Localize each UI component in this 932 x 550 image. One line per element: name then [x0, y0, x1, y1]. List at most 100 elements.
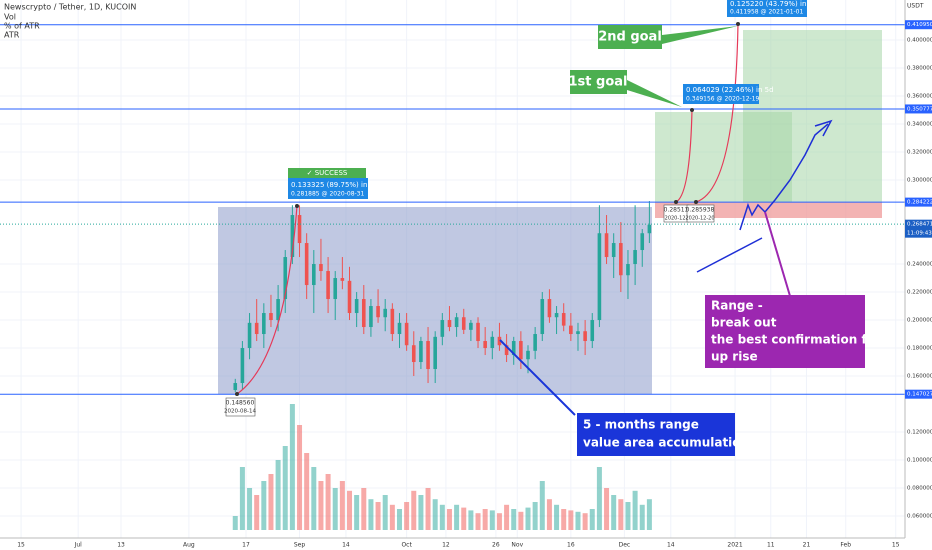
- volume-bar: [568, 510, 574, 530]
- candle-body: [347, 280, 352, 314]
- volume-bar: [618, 499, 624, 530]
- candle-body: [619, 243, 623, 276]
- candle-body: [319, 264, 323, 272]
- volume-bar: [646, 499, 652, 530]
- trend-line: [696, 237, 763, 273]
- volume-bar: [482, 509, 488, 530]
- y-tick-label: 0.200000: [907, 318, 932, 324]
- volume-bar: [289, 404, 295, 530]
- candle-body: [411, 345, 416, 363]
- volume-bar: [525, 507, 531, 530]
- volume-bar: [389, 504, 395, 530]
- candle-body: [597, 233, 602, 321]
- candle-body: [561, 313, 566, 326]
- candle-body: [369, 306, 373, 328]
- candle-body: [640, 233, 645, 251]
- x-tick-label: 15: [892, 542, 900, 549]
- y-tick-label: 0.220000: [907, 290, 932, 296]
- callout-text: up rise: [711, 350, 758, 364]
- candle-body: [440, 320, 445, 337]
- volume-bar: [611, 495, 617, 530]
- volume-bar: [546, 499, 552, 530]
- level-label: 0.147027: [907, 392, 932, 398]
- volume-bar: [439, 504, 445, 530]
- candle-body: [533, 334, 537, 351]
- candle-body: [447, 320, 452, 328]
- x-tick-label: 14: [342, 542, 350, 549]
- volume-bar: [639, 504, 645, 530]
- volume-bar: [604, 488, 610, 530]
- indicator: Vol: [4, 13, 16, 22]
- volume-bar: [425, 488, 431, 530]
- label: 0.148560: [226, 400, 255, 407]
- y-tick-label: 0.240000: [907, 262, 932, 268]
- volume-bar: [354, 495, 360, 530]
- candle-body: [419, 341, 423, 363]
- callout: [705, 295, 865, 368]
- label: 0.281885 @ 2020-08-31: [291, 191, 364, 198]
- y-tick-label: 0.180000: [907, 346, 932, 352]
- candle-body: [262, 313, 266, 335]
- label: ✓ SUCCESS: [307, 169, 348, 177]
- label: 0.411958 @ 2021-01-01: [730, 9, 803, 16]
- candle-body: [376, 306, 380, 318]
- candle-body: [290, 215, 295, 258]
- level-label: 0.410950: [907, 22, 932, 28]
- candle-body: [504, 345, 509, 356]
- candle-body: [633, 250, 637, 265]
- callout: [570, 70, 627, 94]
- candle-body: [397, 322, 402, 335]
- volume-bar: [511, 509, 517, 530]
- level-label: 0.350777: [907, 106, 932, 112]
- volume-bar: [332, 488, 338, 530]
- candle-body: [519, 341, 523, 360]
- candle-body: [497, 336, 502, 346]
- callout-text: 5 - months range: [583, 418, 699, 432]
- volume-bar: [239, 467, 245, 530]
- x-tick-label: 21: [803, 542, 811, 549]
- candle-body: [283, 257, 288, 300]
- candle-body: [240, 348, 245, 384]
- label-box: [288, 168, 366, 178]
- volume-bar: [475, 513, 481, 530]
- pointer: [764, 211, 791, 297]
- volume-bar: [454, 504, 460, 530]
- pointer: [662, 26, 738, 44]
- point: [235, 392, 239, 396]
- candle-body: [461, 317, 466, 330]
- volume-bar: [396, 509, 402, 530]
- candle-body: [333, 278, 338, 300]
- x-tick-label: 26: [492, 542, 500, 549]
- candle-body: [383, 308, 388, 318]
- volume-layer: [232, 404, 652, 530]
- volume-bar: [532, 502, 538, 530]
- candle-body: [554, 313, 559, 318]
- label-box: [683, 84, 759, 104]
- candle-body: [247, 322, 252, 349]
- y-tick-label: 0.360000: [907, 94, 932, 100]
- label-box: [727, 0, 807, 17]
- y-tick-label: 0.300000: [907, 178, 932, 184]
- volume-bar: [504, 504, 510, 530]
- volume-bar: [382, 495, 388, 530]
- y-tick-label: 0.380000: [907, 66, 932, 72]
- x-tick-label: 15: [17, 542, 25, 549]
- y-tick-label: 0.100000: [907, 458, 932, 464]
- volume-bar: [625, 502, 631, 530]
- y-tick-label: 0.060000: [907, 514, 932, 520]
- candle-body: [297, 215, 302, 244]
- label: 0.064029 (22.46%) in 5d: [686, 86, 774, 94]
- volume-bar: [404, 502, 410, 530]
- label: 0.125220 (43.79%) in 12d: [730, 0, 822, 8]
- volume-bar: [247, 488, 253, 530]
- candle-body: [426, 341, 430, 370]
- label: 2020-12-: [665, 216, 688, 222]
- drawing: [739, 123, 829, 231]
- volume-bar: [561, 509, 567, 530]
- callout: [577, 413, 735, 456]
- volume-bar: [446, 509, 452, 530]
- volume-bar: [432, 499, 438, 530]
- last-price-box: [905, 219, 932, 238]
- level-label: 0.284222: [907, 200, 932, 206]
